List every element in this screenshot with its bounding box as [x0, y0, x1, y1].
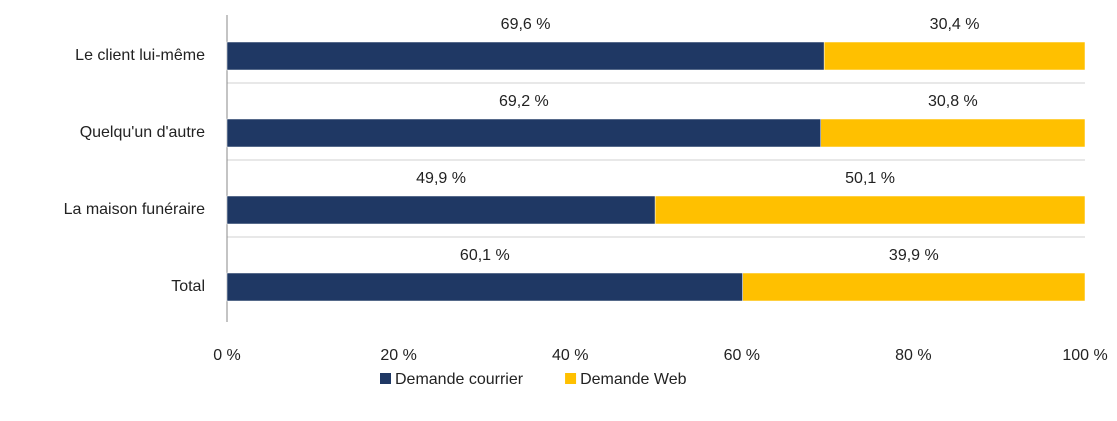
data-label: 30,4 % [930, 16, 980, 33]
data-label: 69,6 % [501, 16, 551, 33]
data-label: 60,1 % [460, 247, 510, 264]
legend-label: Demande Web [580, 371, 687, 388]
x-tick-label: 20 % [380, 347, 416, 364]
data-label: 50,1 % [845, 170, 895, 187]
data-label: 69,2 % [499, 93, 549, 110]
bar-segment [654, 195, 1086, 225]
category-label: La maison funéraire [64, 201, 206, 218]
bar-segment [226, 41, 825, 71]
bar-segment [226, 272, 743, 302]
category-label: Quelqu'un d'autre [80, 124, 205, 141]
x-tick-label: 80 % [895, 347, 931, 364]
x-tick-label: 100 % [1062, 347, 1107, 364]
data-label: 30,8 % [928, 93, 978, 110]
bar-segment [742, 272, 1086, 302]
x-tick-label: 60 % [724, 347, 760, 364]
data-label: 39,9 % [889, 247, 939, 264]
legend-swatch [380, 373, 391, 384]
x-tick-label: 0 % [213, 347, 241, 364]
legend-label: Demande courrier [395, 371, 524, 388]
bar-segment [226, 195, 656, 225]
data-label: 49,9 % [416, 170, 466, 187]
legend-swatch [565, 373, 577, 384]
category-label: Total [171, 278, 205, 295]
category-label: Le client lui-même [75, 47, 205, 64]
bar-segment [226, 118, 821, 148]
x-tick-label: 40 % [552, 347, 588, 364]
bar-segment [823, 41, 1086, 71]
bar-segment [820, 118, 1086, 148]
